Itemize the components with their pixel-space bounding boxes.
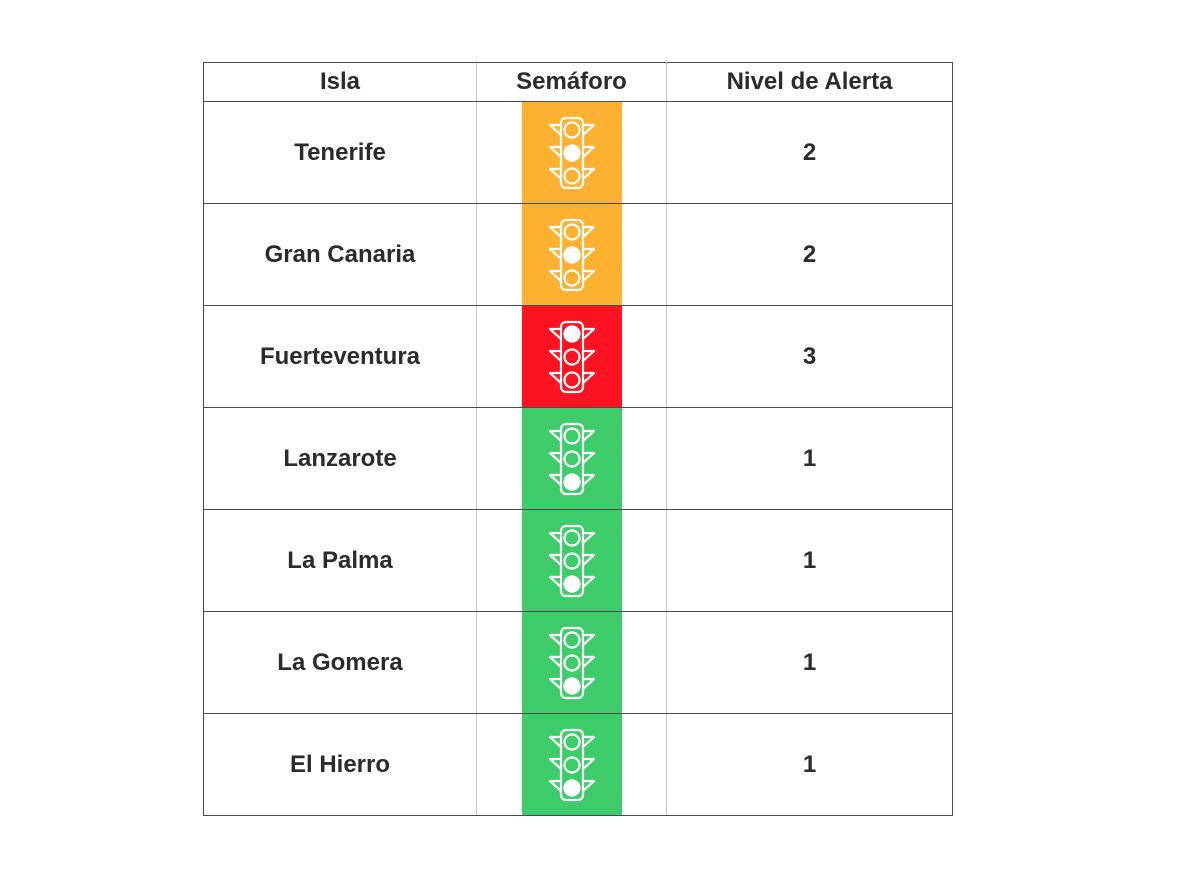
traffic-light-icon (548, 116, 595, 189)
semaforo-cell (476, 101, 667, 204)
table-row: Lanzarote 1 (203, 407, 953, 510)
semaforo-color-box (521, 510, 622, 611)
alert-level: 1 (666, 509, 953, 612)
semaforo-color-box (521, 612, 622, 713)
semaforo-cell (476, 203, 667, 306)
semaforo-cell (476, 611, 667, 714)
semaforo-cell (476, 509, 667, 612)
table-row: La Gomera 1 (203, 611, 953, 714)
island-name: Gran Canaria (203, 203, 477, 306)
semaforo-color-box (521, 306, 622, 407)
alert-level: 2 (666, 101, 953, 204)
alert-level-table: Isla Semáforo Nivel de Alerta Tenerife 2 G… (203, 62, 953, 816)
semaforo-cell (476, 713, 667, 816)
island-name: Tenerife (203, 101, 477, 204)
traffic-light-icon (548, 320, 595, 393)
traffic-light-icon (548, 524, 595, 597)
semaforo-cell (476, 305, 667, 408)
traffic-light-icon (548, 626, 595, 699)
semaforo-cell (476, 407, 667, 510)
alert-level: 3 (666, 305, 953, 408)
table-row: Fuerteventura 3 (203, 305, 953, 408)
island-name: La Gomera (203, 611, 477, 714)
traffic-light-icon (548, 218, 595, 291)
traffic-light-icon (548, 728, 595, 801)
island-name: Lanzarote (203, 407, 477, 510)
traffic-light-icon (548, 422, 595, 495)
alert-level: 1 (666, 407, 953, 510)
header-nivel: Nivel de Alerta (666, 62, 953, 102)
island-name: El Hierro (203, 713, 477, 816)
semaforo-color-box (521, 204, 622, 305)
header-isla: Isla (203, 62, 477, 102)
semaforo-color-box (521, 714, 622, 815)
semaforo-color-box (521, 102, 622, 203)
table-row: Tenerife 2 (203, 101, 953, 204)
header-semaforo: Semáforo (476, 62, 667, 102)
alert-level: 1 (666, 611, 953, 714)
semaforo-color-box (521, 408, 622, 509)
table-header-row: Isla Semáforo Nivel de Alerta (203, 62, 953, 102)
table-row: Gran Canaria 2 (203, 203, 953, 306)
table-row: El Hierro 1 (203, 713, 953, 816)
island-name: La Palma (203, 509, 477, 612)
alert-level: 2 (666, 203, 953, 306)
table-row: La Palma 1 (203, 509, 953, 612)
island-name: Fuerteventura (203, 305, 477, 408)
alert-level: 1 (666, 713, 953, 816)
